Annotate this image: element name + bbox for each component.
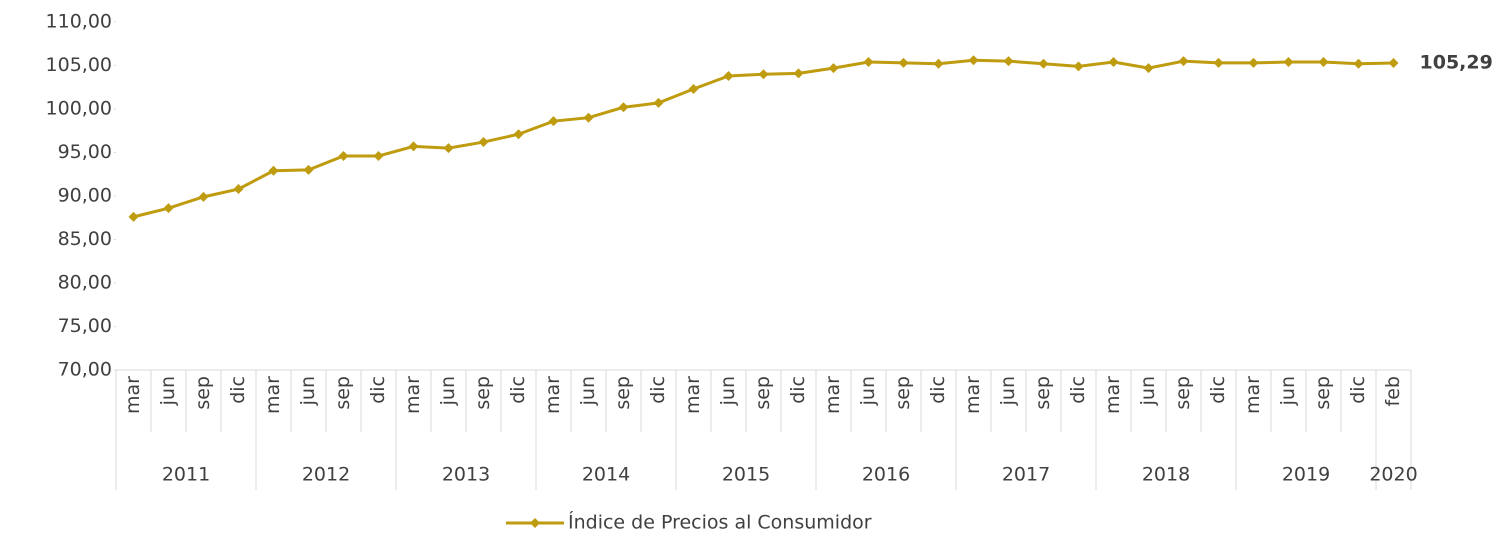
point-marker <box>898 57 909 68</box>
x-tick-label: mar <box>542 376 564 414</box>
x-group-label: 2018 <box>1142 464 1190 486</box>
y-tick-label: 100,00 <box>46 98 112 120</box>
x-group-label: 2013 <box>442 464 490 486</box>
point-marker <box>968 55 979 66</box>
y-tick-label: 105,00 <box>46 54 112 76</box>
point-marker <box>863 57 874 68</box>
point-marker <box>513 129 524 140</box>
x-tick-label: jun <box>717 376 739 406</box>
point-marker <box>1038 58 1049 69</box>
point-marker <box>583 112 594 123</box>
point-marker <box>723 70 734 81</box>
y-tick-label: 70,00 <box>58 359 112 381</box>
x-tick-label: dic <box>367 376 389 404</box>
x-tick-label: jun <box>157 376 179 406</box>
x-tick-label: dic <box>787 376 809 404</box>
point-marker <box>478 137 489 148</box>
y-tick-label: 90,00 <box>58 185 112 207</box>
x-group-label: 2012 <box>302 464 350 486</box>
point-marker <box>198 191 209 202</box>
x-tick-label: jun <box>437 376 459 406</box>
x-group-label: 2014 <box>582 464 630 486</box>
point-marker <box>163 203 174 214</box>
point-marker <box>338 150 349 161</box>
x-tick-label: jun <box>997 376 1019 406</box>
point-marker <box>408 141 419 152</box>
point-marker <box>268 165 279 176</box>
x-tick-label: dic <box>1207 376 1229 404</box>
x-tick-label: dic <box>647 376 669 404</box>
x-tick-label: mar <box>682 376 704 414</box>
legend-marker <box>530 518 540 528</box>
point-marker <box>303 164 314 175</box>
y-tick-label: 95,00 <box>58 141 112 163</box>
x-tick-label: mar <box>262 376 284 414</box>
x-group-label: 2011 <box>162 464 210 486</box>
point-marker <box>128 211 139 222</box>
point-marker <box>688 83 699 94</box>
point-marker <box>548 116 559 127</box>
x-tick-label: sep <box>1172 376 1194 410</box>
x-tick-label: mar <box>1242 376 1264 414</box>
point-marker <box>1073 61 1084 72</box>
x-tick-label: dic <box>1347 376 1369 404</box>
x-tick-label: dic <box>927 376 949 404</box>
x-tick-label: sep <box>1032 376 1054 410</box>
point-marker <box>828 63 839 74</box>
x-tick-label: sep <box>192 376 214 410</box>
x-group-label: 2020 <box>1369 464 1417 486</box>
point-marker <box>933 58 944 69</box>
x-tick-label: feb <box>1382 376 1404 406</box>
x-tick-label: mar <box>822 376 844 414</box>
point-marker <box>233 184 244 195</box>
point-marker <box>1388 57 1399 68</box>
point-marker <box>443 143 454 154</box>
point-marker <box>1318 57 1329 68</box>
y-tick-label: 110,00 <box>46 11 112 33</box>
x-tick-label: sep <box>472 376 494 410</box>
x-tick-label: jun <box>857 376 879 406</box>
point-marker <box>1353 58 1364 69</box>
x-group-label: 2015 <box>722 464 770 486</box>
legend-label: Índice de Precios al Consumidor <box>568 511 872 534</box>
point-marker <box>1003 56 1014 67</box>
point-marker <box>758 69 769 80</box>
x-tick-label: sep <box>332 376 354 410</box>
point-marker <box>1213 57 1224 68</box>
point-marker <box>1248 57 1259 68</box>
x-tick-label: jun <box>1277 376 1299 406</box>
point-marker <box>1178 56 1189 67</box>
point-marker <box>1108 57 1119 68</box>
y-tick-label: 85,00 <box>58 228 112 250</box>
y-tick-label: 80,00 <box>58 272 112 294</box>
point-marker <box>618 102 629 113</box>
x-tick-label: dic <box>227 376 249 404</box>
point-marker <box>793 68 804 79</box>
x-tick-label: mar <box>122 376 144 414</box>
x-tick-label: sep <box>892 376 914 410</box>
x-tick-label: dic <box>1067 376 1089 404</box>
x-tick-label: jun <box>1137 376 1159 406</box>
x-tick-label: jun <box>577 376 599 406</box>
x-tick-label: mar <box>1102 376 1124 414</box>
x-tick-label: jun <box>297 376 319 406</box>
point-marker <box>1283 57 1294 68</box>
x-tick-label: mar <box>962 376 984 414</box>
y-tick-label: 75,00 <box>58 315 112 337</box>
x-tick-label: sep <box>752 376 774 410</box>
x-group-label: 2017 <box>1002 464 1050 486</box>
x-group-label: 2019 <box>1282 464 1330 486</box>
x-tick-label: sep <box>1312 376 1334 410</box>
x-tick-label: dic <box>507 376 529 404</box>
x-tick-label: mar <box>402 376 424 414</box>
x-group-label: 2016 <box>862 464 910 486</box>
point-marker <box>653 97 664 108</box>
series-line <box>133 58 1394 219</box>
x-tick-label: sep <box>612 376 634 410</box>
point-marker <box>1143 63 1154 74</box>
value-label: 105,29 <box>1420 51 1493 73</box>
point-marker <box>373 150 384 161</box>
